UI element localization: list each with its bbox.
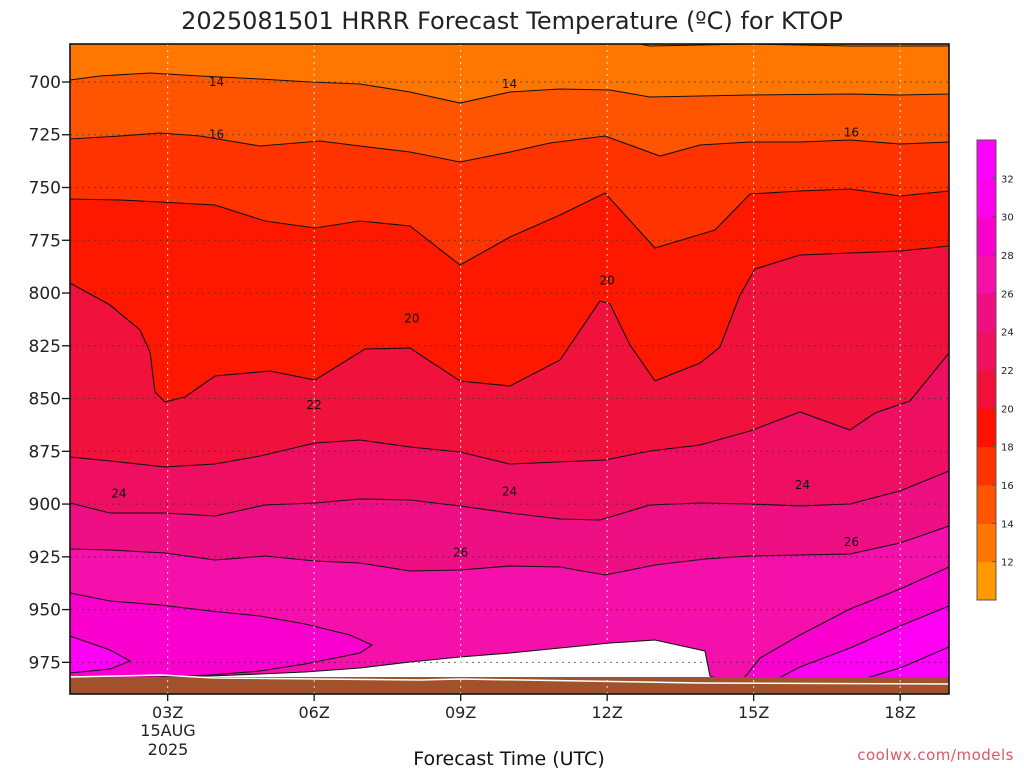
contour-label: 14 bbox=[502, 77, 517, 91]
colorbar-tick-label: 32 bbox=[1001, 174, 1014, 185]
colorbar-swatch bbox=[977, 370, 996, 409]
colorbar-tick-label: 16 bbox=[1001, 481, 1014, 492]
contour-label: 26 bbox=[453, 546, 468, 560]
y-tick-label: 875 bbox=[29, 442, 61, 462]
colorbar-swatch bbox=[977, 331, 996, 371]
colorbar-swatch bbox=[977, 408, 996, 448]
contour-label: 20 bbox=[404, 311, 419, 325]
band-30-32 bbox=[70, 567, 949, 683]
colorbar-swatch bbox=[977, 178, 996, 218]
colorbar-tick-label: 24 bbox=[1001, 328, 1014, 339]
y-tick-label: 925 bbox=[29, 548, 61, 568]
y-tick-label: 950 bbox=[29, 601, 61, 621]
ground-edge bbox=[69, 674, 950, 685]
y-tick-label: 975 bbox=[29, 653, 61, 673]
x-tick-label: 09Z bbox=[445, 703, 476, 722]
chart-title: 2025081501 HRRR Forecast Temperature (ºC… bbox=[181, 7, 843, 35]
colorbar-tick-label: 30 bbox=[1001, 213, 1014, 224]
y-tick-label: 725 bbox=[29, 126, 61, 146]
contour-label: 26 bbox=[844, 535, 859, 549]
grid-lines bbox=[70, 44, 949, 694]
ground-terrain bbox=[70, 677, 949, 694]
date-label-year: 2025 bbox=[148, 740, 189, 759]
colorbar-swatch bbox=[977, 446, 996, 486]
y-tick-label: 700 bbox=[29, 73, 61, 93]
band-peak bbox=[845, 647, 949, 683]
y-tick-label: 825 bbox=[29, 337, 61, 357]
contour-label: 16 bbox=[844, 126, 859, 140]
plot-frame bbox=[69, 43, 950, 695]
band-26-28 bbox=[70, 471, 949, 575]
colorbar-swatch bbox=[977, 485, 996, 524]
colorbar-tick-label: 28 bbox=[1001, 251, 1014, 262]
colorbar-tick-label: 18 bbox=[1001, 443, 1014, 454]
x-tick-label: 03Z bbox=[152, 703, 183, 722]
colorbar-swatch bbox=[977, 255, 996, 294]
band-16-18 bbox=[70, 73, 949, 162]
band-14-16 bbox=[70, 44, 949, 103]
y-tick-label: 850 bbox=[29, 390, 61, 410]
colorbar-tick-label: 26 bbox=[1001, 289, 1014, 300]
x-tick-label: 06Z bbox=[299, 703, 330, 722]
x-axis-label: Forecast Time (UTC) bbox=[413, 748, 604, 768]
colorbar-tick-label: 20 bbox=[1001, 404, 1014, 415]
y-tick-label: 750 bbox=[29, 179, 61, 199]
y-axis: 700 725 750 775 800 825 850 875 900 925 950 975 bbox=[29, 73, 70, 673]
colorbar-tick-label: 12 bbox=[1001, 558, 1014, 569]
colorbar: 12 14 16 18 20 22 24 26 28 30 32 bbox=[976, 139, 1014, 601]
colorbar-swatch bbox=[977, 561, 996, 601]
contour-labels: 14 14 16 16 20 20 22 24 24 24 26 26 bbox=[111, 75, 859, 560]
band-24-26 bbox=[70, 353, 949, 520]
contour-label: 24 bbox=[111, 487, 126, 501]
colorbar-swatch bbox=[977, 523, 996, 563]
colorbar-tick-label: 14 bbox=[1001, 519, 1014, 530]
x-axis: 03Z 06Z 09Z 12Z 15Z 18Z bbox=[152, 694, 916, 722]
y-tick-label: 800 bbox=[29, 284, 61, 304]
y-tick-label: 900 bbox=[29, 495, 61, 515]
contour-label: 20 bbox=[600, 273, 615, 287]
contour-label: 14 bbox=[209, 75, 224, 89]
colorbar-swatch bbox=[977, 216, 996, 256]
x-tick-label: 18Z bbox=[885, 703, 916, 722]
colorbar-swatch bbox=[977, 140, 996, 179]
colorbar-swatch bbox=[977, 293, 996, 333]
contour-label: 24 bbox=[795, 478, 810, 492]
contour-label: 22 bbox=[307, 398, 322, 412]
plot-area: 14 14 16 16 20 20 22 24 24 24 26 26 bbox=[69, 43, 950, 695]
date-label-day: 15AUG bbox=[140, 721, 195, 740]
y-tick-label: 775 bbox=[29, 231, 61, 251]
colorbar-tick-label: 22 bbox=[1001, 366, 1014, 377]
band-20-22 bbox=[70, 189, 949, 402]
x-tick-label: 15Z bbox=[738, 703, 769, 722]
x-tick-label: 12Z bbox=[592, 703, 623, 722]
contour-label: 16 bbox=[209, 128, 224, 142]
credit-text: coolwx.com/models bbox=[857, 746, 1014, 764]
band-22-24 bbox=[70, 246, 949, 467]
contour-label: 24 bbox=[502, 484, 517, 498]
band-18-20 bbox=[70, 133, 949, 265]
band-32-plus bbox=[70, 606, 949, 683]
